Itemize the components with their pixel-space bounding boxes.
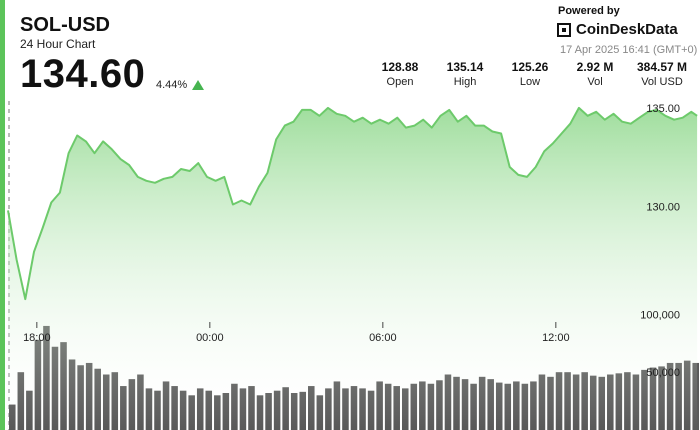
- x-tick-label: 18:00: [23, 332, 51, 344]
- price-change: 4.44%: [156, 79, 188, 91]
- stat-value: 135.14: [446, 60, 484, 74]
- volume-tick-label: 100,000: [640, 309, 680, 321]
- up-arrow-icon: [192, 80, 204, 90]
- chart-subtitle: 24 Hour Chart: [20, 37, 96, 51]
- stat-label: Vol: [587, 76, 603, 88]
- current-price: 134.60: [20, 52, 146, 96]
- timestamp: 17 Apr 2025 16:41 (GMT+0): [560, 44, 698, 56]
- x-tick-label: 12:00: [542, 332, 570, 344]
- stat-label: Low: [519, 76, 541, 88]
- price-tick-label: 135.00: [646, 103, 680, 115]
- x-tick-label: 00:00: [196, 332, 224, 344]
- stat-value: 384.57 M: [636, 60, 688, 74]
- stat-value: 2.92 M: [576, 60, 614, 74]
- stat-label: High: [453, 76, 477, 88]
- price-line: [7, 106, 698, 301]
- stat-label: Open: [386, 76, 414, 88]
- powered-by-label: Powered by: [558, 5, 620, 17]
- stat-vol: 2.92 M Vol: [565, 60, 625, 90]
- brand-logo[interactable]: CoinDeskData: [557, 21, 678, 38]
- symbol-title: SOL-USD: [20, 14, 110, 36]
- stat-open: 128.88 Open: [370, 60, 430, 90]
- price-tick-label: 130.00: [646, 201, 680, 213]
- accent-bar: [0, 0, 5, 430]
- price-area: [8, 107, 698, 430]
- stat-label: Vol USD: [641, 76, 683, 88]
- coindesk-logo-icon: [557, 22, 571, 37]
- volume-tick-label: 50,000: [646, 367, 680, 379]
- stat-value: 125.26: [511, 60, 549, 74]
- x-tick-label: 06:00: [369, 332, 397, 344]
- stat-value: 128.88: [381, 60, 419, 74]
- stat-low: 125.26 Low: [500, 60, 560, 90]
- stat-high: 135.14 High: [435, 60, 495, 90]
- brand-name: CoinDeskData: [576, 21, 678, 38]
- stat-vol-usd: 384.57 M Vol USD: [632, 60, 692, 90]
